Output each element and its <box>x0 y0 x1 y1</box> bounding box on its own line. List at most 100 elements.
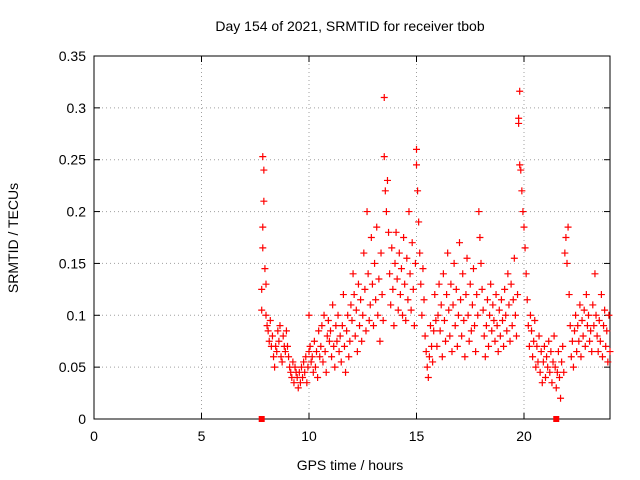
data-point <box>361 285 369 293</box>
data-point <box>414 187 422 195</box>
data-point <box>434 311 442 319</box>
data-point <box>391 259 399 267</box>
data-point <box>311 363 319 371</box>
data-point <box>606 348 614 356</box>
data-point <box>418 311 426 319</box>
data-point <box>508 322 516 330</box>
data-point <box>453 342 461 350</box>
data-point <box>296 379 304 387</box>
data-point <box>419 265 427 273</box>
data-point <box>592 311 600 319</box>
data-point <box>378 291 386 299</box>
data-point <box>402 316 410 324</box>
data-point <box>444 249 452 257</box>
data-point <box>519 208 527 216</box>
data-point <box>529 353 537 361</box>
data-point <box>559 342 567 350</box>
data-point <box>456 239 463 247</box>
data-point <box>550 332 558 340</box>
y-tick-label: 0.2 <box>67 204 87 220</box>
data-point <box>271 363 279 371</box>
data-point <box>376 337 384 345</box>
data-point <box>397 265 405 273</box>
data-point <box>314 374 322 382</box>
data-point <box>351 332 359 340</box>
data-point <box>454 311 462 319</box>
x-tick-label: 5 <box>198 428 206 444</box>
data-point <box>573 348 581 356</box>
data-point <box>380 93 388 101</box>
data-point <box>531 316 539 324</box>
data-point <box>533 342 541 350</box>
data-point <box>420 296 428 304</box>
data-point <box>580 306 588 314</box>
data-point <box>450 259 458 267</box>
data-point <box>458 332 466 340</box>
data-point <box>335 348 343 356</box>
data-point <box>348 316 356 324</box>
data-point <box>544 363 552 371</box>
y-tick-label: 0.35 <box>59 48 86 64</box>
data-point <box>322 368 330 376</box>
data-point <box>429 358 437 366</box>
data-point <box>547 348 555 356</box>
data-point <box>543 353 551 361</box>
data-point <box>321 348 329 356</box>
data-point <box>342 368 350 376</box>
data-point <box>459 270 467 278</box>
data-point <box>486 311 494 319</box>
data-point <box>569 363 577 371</box>
data-point <box>546 368 554 376</box>
data-point <box>578 316 586 324</box>
data-point <box>512 332 520 340</box>
data-point <box>373 223 381 231</box>
data-point <box>344 311 352 319</box>
data-point <box>395 249 403 257</box>
data-point <box>482 322 490 330</box>
data-point <box>473 291 481 299</box>
data-point <box>265 337 273 345</box>
data-point <box>274 327 282 335</box>
data-point <box>328 353 336 361</box>
data-point <box>561 249 569 257</box>
data-point <box>258 306 266 314</box>
data-point <box>317 342 325 350</box>
data-point <box>518 187 526 195</box>
data-point <box>313 348 321 356</box>
data-point <box>464 311 472 319</box>
data-point <box>423 363 431 371</box>
data-point <box>305 348 313 356</box>
data-point <box>601 306 609 314</box>
data-point <box>416 249 424 257</box>
data-point <box>301 368 309 376</box>
data-point <box>564 223 572 231</box>
data-point <box>389 285 397 293</box>
data-point <box>589 301 597 309</box>
data-point <box>502 311 510 319</box>
data-point <box>345 353 353 361</box>
data-point <box>440 316 448 324</box>
data-point <box>408 239 416 247</box>
data-point <box>262 311 270 319</box>
data-point <box>457 296 465 304</box>
data-point <box>318 322 326 330</box>
data-point <box>259 244 267 252</box>
data-point <box>539 358 547 366</box>
data-point <box>285 353 293 361</box>
data-point <box>278 358 286 366</box>
data-point <box>575 337 583 345</box>
data-point <box>445 306 453 314</box>
data-point <box>350 291 358 299</box>
data-point <box>476 234 484 241</box>
data-point <box>333 337 341 345</box>
data-point <box>393 275 401 283</box>
data-point <box>526 311 534 319</box>
y-tick-label: 0.3 <box>67 100 87 116</box>
data-point <box>493 322 501 330</box>
data-point <box>272 342 280 350</box>
data-point <box>374 311 382 319</box>
axis-ticks: 0 0.05 0.1 0.15 0.2 0.25 0.3 0.35 0 5 10 15 20 <box>59 48 610 444</box>
data-point <box>521 244 529 252</box>
data-point <box>259 223 267 231</box>
data-point <box>365 316 373 324</box>
